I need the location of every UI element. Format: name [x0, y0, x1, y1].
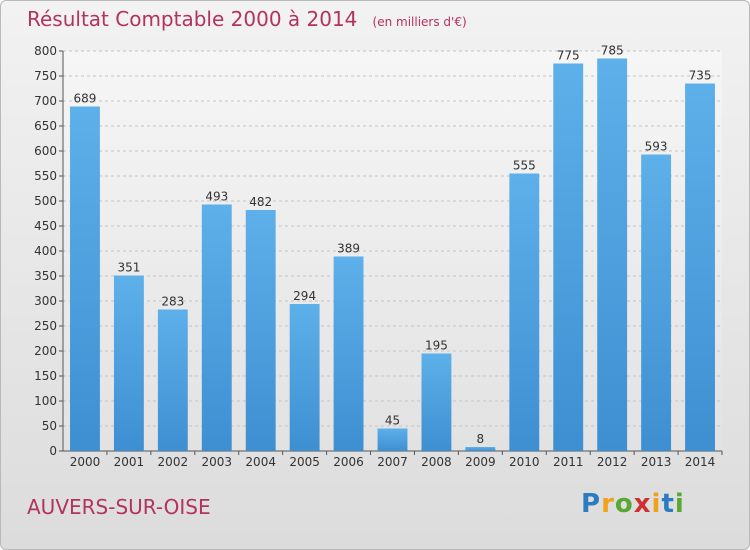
y-tick-label: 200	[34, 344, 57, 358]
x-tick-label: 2006	[333, 455, 364, 469]
x-tick-label: 2004	[245, 455, 276, 469]
x-tick-label: 2001	[114, 455, 145, 469]
data-label-2010: 555	[513, 159, 536, 173]
logo-letter: x	[633, 489, 652, 519]
data-label-2009: 8	[477, 432, 485, 446]
y-tick-label: 100	[34, 394, 57, 408]
y-tick-label: 550	[34, 169, 57, 183]
x-tick-label: 2013	[641, 455, 672, 469]
logo-letter: t	[661, 489, 675, 519]
y-tick-label: 300	[34, 294, 57, 308]
bar-2012	[597, 58, 628, 451]
data-label-2014: 735	[689, 69, 712, 83]
y-tick-label: 400	[34, 244, 57, 258]
data-label-2013: 593	[645, 140, 668, 154]
x-tick-label: 2009	[465, 455, 496, 469]
y-tick-label: 50	[42, 419, 57, 433]
x-tick-label: 2005	[289, 455, 320, 469]
bar-2006	[333, 256, 364, 451]
bar-2005	[289, 304, 320, 451]
x-tick-label: 2011	[553, 455, 584, 469]
bar-2002	[157, 309, 188, 451]
y-tick-label: 800	[34, 44, 57, 58]
chart-subtitle: (en milliers d'€)	[372, 15, 467, 29]
y-tick-label: 0	[49, 444, 57, 458]
bar-2007	[377, 428, 408, 451]
data-label-2004: 482	[249, 195, 272, 209]
x-tick-label: 2014	[685, 455, 716, 469]
x-tick-label: 2002	[158, 455, 189, 469]
data-label-2001: 351	[117, 261, 140, 275]
y-tick-label: 600	[34, 144, 57, 158]
bar-2001	[113, 275, 144, 451]
logo-letter: i	[674, 489, 685, 519]
proxiti-logo: Proxiti	[581, 489, 685, 519]
y-tick-label: 750	[34, 69, 57, 83]
bar-2000	[70, 106, 100, 451]
data-label-2011: 775	[557, 49, 580, 63]
data-label-2002: 283	[161, 295, 184, 309]
x-tick-label: 2003	[201, 455, 232, 469]
y-tick-label: 450	[34, 219, 57, 233]
data-label-2012: 785	[601, 44, 624, 58]
logo-letter: r	[601, 489, 615, 519]
bar-2013	[641, 154, 672, 451]
data-label-2003: 493	[205, 190, 228, 204]
y-tick-label: 250	[34, 319, 57, 333]
y-tick-label: 650	[34, 119, 57, 133]
bar-2003	[201, 204, 232, 451]
x-tick-label: 2007	[377, 455, 408, 469]
x-tick-label: 2000	[70, 455, 101, 469]
y-tick-label: 150	[34, 369, 57, 383]
location-label: AUVERS-SUR-OISE	[27, 495, 211, 519]
chart-title: Résultat Comptable 2000 à 2014	[27, 7, 358, 31]
data-label-2000: 689	[74, 92, 97, 106]
y-tick-label: 500	[34, 194, 57, 208]
bar-2008	[421, 353, 452, 451]
y-tick-label: 350	[34, 269, 57, 283]
x-tick-label: 2008	[421, 455, 452, 469]
bar-2004	[245, 210, 276, 451]
bar-2009	[465, 447, 496, 451]
logo-letter: o	[614, 489, 634, 519]
x-tick-label: 2012	[597, 455, 628, 469]
data-label-2006: 389	[337, 242, 360, 256]
x-tick-label: 2010	[509, 455, 540, 469]
bar-2011	[553, 63, 584, 451]
bar-2014	[685, 83, 715, 451]
logo-letter: P	[581, 489, 602, 519]
chart-title-block: Résultat Comptable 2000 à 2014 (en milli…	[27, 7, 467, 31]
y-tick-label: 700	[34, 94, 57, 108]
logo-letter: i	[651, 489, 662, 519]
data-label-2007: 45	[385, 414, 400, 428]
data-label-2005: 294	[293, 289, 316, 303]
data-label-2008: 195	[425, 339, 448, 353]
bar-2010	[509, 173, 540, 451]
